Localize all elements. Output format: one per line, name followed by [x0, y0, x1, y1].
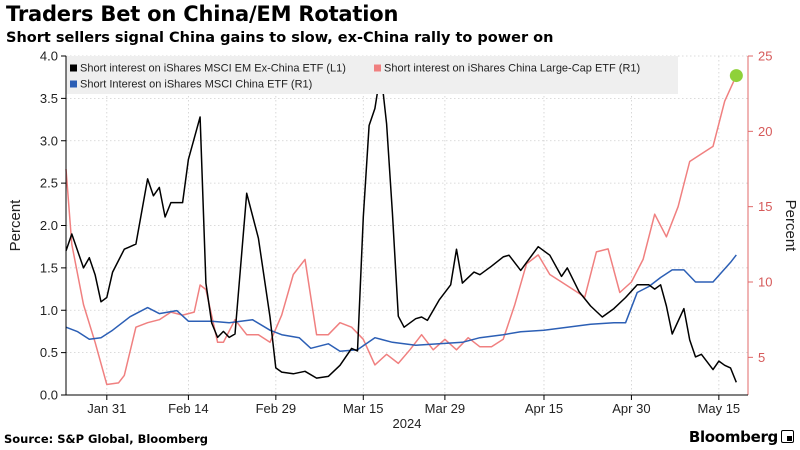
x-axis-title: 2024 [393, 416, 422, 431]
left-axis-title: Percent [7, 199, 24, 252]
brand-name: Bloomberg [688, 428, 778, 446]
left-axis-tick-label: 3.5 [40, 91, 58, 106]
x-axis-tick-label: Mar 29 [425, 401, 465, 416]
left-axis-tick-label: 0.5 [40, 345, 58, 360]
left-axis-tick-label: 1.5 [40, 260, 58, 275]
x-axis-tick-label: Mar 15 [343, 401, 383, 416]
right-axis-tick-label: 25 [758, 49, 772, 64]
brand-terminal-icon [781, 430, 794, 443]
x-axis-tick-label: Feb 14 [168, 401, 208, 416]
right-axis-tick-label: 20 [758, 124, 772, 139]
legend: Short interest on iShares MSCI EM Ex-Chi… [66, 56, 678, 94]
series-line-0 [65, 70, 737, 383]
left-axis-tick-label: 2.5 [40, 176, 58, 191]
left-axis-tick-label: 0.0 [40, 388, 58, 403]
legend-swatch [70, 80, 77, 88]
legend-label: Short interest on iShares MSCI EM Ex-Chi… [80, 63, 346, 75]
legend-box [66, 56, 678, 94]
series-layer [65, 69, 743, 386]
legend-swatch [374, 64, 381, 72]
series-line-1 [65, 254, 737, 353]
source-note: Source: S&P Global, Bloomberg [4, 432, 209, 446]
x-axis-tick-label: Jan 31 [87, 401, 126, 416]
left-axis-tick-label: 1.0 [40, 303, 58, 318]
legend-label: Short interest on iShares China Large-Ca… [384, 63, 640, 75]
legend-swatch [70, 64, 77, 72]
right-axis-tick-label: 10 [758, 275, 772, 290]
right-axis-tick-label: 5 [758, 350, 765, 365]
x-axis-tick-label: Apr 15 [525, 401, 563, 416]
highlight-point [729, 69, 743, 83]
right-axis-title: Percent [782, 200, 799, 253]
chart-subtitle: Short sellers signal China gains to slow… [6, 30, 554, 46]
left-axis-tick-label: 2.0 [40, 218, 58, 233]
x-axis-tick-label: Feb 29 [256, 401, 296, 416]
axes: 0.0 0.5 1.0 1.5 2.0 2.5 3.0 3.5 4.0 5 10 15 20 25 Jan … [7, 49, 799, 432]
x-axis-tick-label: May 15 [698, 401, 741, 416]
left-axis-tick-label: 4.0 [40, 49, 58, 64]
brand-logo: Bloomberg [689, 428, 794, 446]
right-axis-tick-label: 15 [758, 199, 772, 214]
x-axis-tick-label: Apr 30 [612, 401, 650, 416]
left-axis-tick-label: 3.0 [40, 133, 58, 148]
chart-title: Traders Bet on China/EM Rotation [6, 2, 399, 26]
legend-label: Short Interest on iShares MSCI China ETF… [80, 79, 312, 91]
